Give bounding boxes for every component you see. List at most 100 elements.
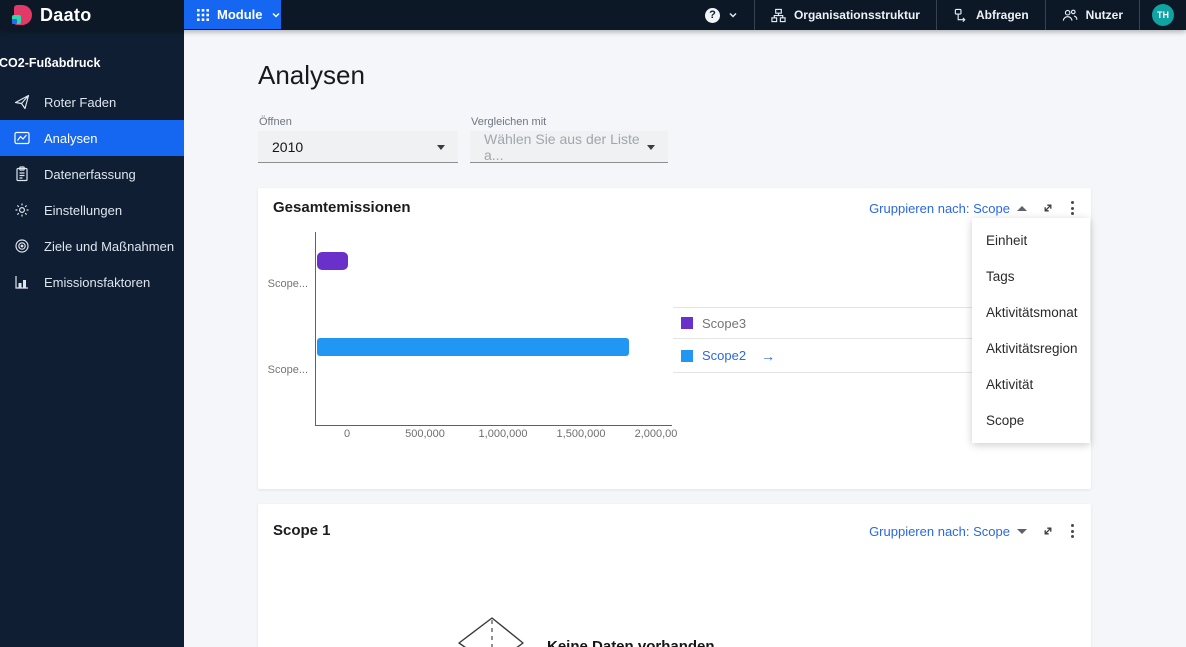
y-axis-label: Scope... — [267, 278, 308, 290]
chevron-up-icon — [1017, 205, 1027, 211]
x-axis-tick: 500,000 — [405, 428, 445, 440]
bar-chart-icon — [15, 276, 28, 289]
x-axis-tick: 0 — [343, 428, 351, 440]
group-by-dropdown[interactable]: Gruppieren nach: Scope — [869, 201, 1027, 216]
chevron-down-icon — [647, 145, 655, 150]
chart-y-axis — [315, 232, 316, 425]
nav-label: Organisationsstruktur — [793, 8, 920, 22]
user-avatar[interactable]: TH — [1152, 4, 1174, 26]
open-filter-label: Öffnen — [259, 116, 292, 128]
card-title: Scope 1 — [273, 522, 331, 539]
open-filter-value: 2010 — [272, 138, 304, 155]
sidebar-item-label: Roter Faden — [44, 94, 117, 110]
topbar-divider — [1139, 0, 1140, 30]
topbar-divider — [1044, 0, 1046, 30]
kebab-menu-icon[interactable] — [1069, 522, 1076, 540]
sidebar-item-emissionsfaktoren[interactable]: Emissionsfaktoren — [0, 264, 184, 300]
line-chart-icon — [14, 131, 30, 145]
open-filter-select[interactable]: 2010 — [258, 131, 458, 163]
sidebar: CO2-Fußabdruck Roter Faden Analysen — [0, 30, 184, 647]
menu-item-tags[interactable]: Tags — [986, 268, 1015, 284]
card-title: Gesamtemissionen — [273, 199, 411, 216]
sidebar-item-label: Emissionsfaktoren — [44, 274, 151, 290]
card-controls: Gruppieren nach: Scope — [869, 199, 1076, 217]
topbar-divider — [753, 0, 755, 30]
drilldown-arrow-icon[interactable]: → — [761, 347, 776, 364]
nav-abfragen[interactable]: Abfragen — [937, 0, 1045, 30]
chevron-down-icon — [1017, 528, 1027, 534]
target-icon — [15, 239, 29, 253]
card-scope1: Scope 1 Gruppieren nach: Scope — [258, 504, 1091, 647]
compare-filter-select[interactable]: Wählen Sie aus der Liste a... — [470, 131, 668, 163]
chevron-down-icon — [271, 12, 280, 18]
topbar-divider — [935, 0, 937, 30]
grid-icon — [197, 8, 209, 21]
empty-state: Keine Daten vorhanden — [455, 608, 715, 647]
legend-item-scope3[interactable]: Scope3 — [673, 307, 1067, 338]
card-controls: Gruppieren nach: Scope — [869, 522, 1076, 540]
x-axis-tick: 1,000,000 — [478, 428, 528, 440]
sidebar-item-analysen[interactable]: Analysen — [0, 120, 184, 156]
empty-state-text: Keine Daten vorhanden — [547, 638, 715, 647]
menu-item-aktivitaetsmonat[interactable]: Aktivitätsmonat — [986, 304, 1078, 320]
x-axis-tick: 1,500,000 — [556, 428, 606, 440]
kebab-menu-icon[interactable] — [1069, 199, 1076, 217]
help-icon: ? — [704, 7, 720, 23]
sidebar-item-label: Ziele und Maßnahmen — [44, 238, 175, 254]
module-menu-button[interactable]: Module — [184, 0, 281, 29]
top-bar: Daato Module ? — [0, 0, 1186, 30]
sidebar-item-label: Einstellungen — [44, 202, 123, 218]
help-menu-button[interactable]: ? — [689, 0, 754, 30]
org-structure-icon — [771, 8, 786, 22]
sidebar-item-einstellungen[interactable]: Einstellungen — [0, 192, 184, 228]
sidebar-item-label: Datenerfassung — [44, 166, 136, 182]
expand-icon[interactable] — [1041, 201, 1055, 215]
group-by-label: Gruppieren nach: Scope — [869, 200, 1010, 216]
menu-item-einheit[interactable]: Einheit — [986, 232, 1028, 248]
sidebar-item-roter-faden[interactable]: Roter Faden — [0, 84, 184, 120]
users-icon — [1062, 9, 1078, 21]
legend-swatch-scope3 — [681, 317, 693, 329]
clipboard-icon — [16, 166, 28, 182]
nav-organisationsstruktur[interactable]: Organisationsstruktur — [755, 0, 936, 30]
chart-legend: Scope3 Scope2 → — [673, 307, 1067, 373]
menu-item-aktivitaetsregion[interactable]: Aktivitätsregion — [986, 340, 1078, 356]
sidebar-section-title: CO2-Fußabdruck — [0, 56, 101, 70]
legend-label: Scope3 — [702, 315, 747, 331]
group-by-menu: Einheit Tags Aktivitätsmonat Aktivitätsr… — [972, 218, 1090, 443]
chart-x-axis — [315, 425, 672, 426]
expand-icon[interactable] — [1041, 524, 1055, 538]
nav-label: Nutzer — [1085, 8, 1123, 22]
card-gesamtemissionen: Gesamtemissionen Gruppieren nach: Scope … — [258, 188, 1091, 489]
group-by-dropdown[interactable]: Gruppieren nach: Scope — [869, 524, 1027, 539]
paper-plane-icon — [14, 94, 30, 110]
brand-name: Daato — [40, 5, 92, 25]
topbar-right-group: ? Organisationsstruktur — [689, 0, 1186, 30]
bar-scope2[interactable] — [317, 338, 629, 356]
page-title: Analysen — [258, 60, 365, 90]
gear-icon — [15, 203, 29, 217]
bar-scope3[interactable] — [317, 252, 348, 270]
group-by-label: Gruppieren nach: Scope — [869, 523, 1010, 539]
chevron-down-icon — [729, 13, 737, 18]
module-label: Module — [217, 7, 263, 22]
daato-logo-icon[interactable] — [12, 4, 34, 26]
menu-item-aktivitaet[interactable]: Aktivität — [986, 376, 1034, 392]
legend-swatch-scope2 — [681, 349, 693, 362]
sidebar-item-datenerfassung[interactable]: Datenerfassung — [0, 156, 184, 192]
nav-nutzer[interactable]: Nutzer — [1046, 0, 1139, 30]
menu-item-scope[interactable]: Scope — [986, 412, 1025, 428]
sidebar-item-label: Analysen — [44, 130, 98, 146]
compare-filter-label: Vergleichen mit — [471, 116, 547, 128]
sidebar-item-ziele-und-massnahmen[interactable]: Ziele und Maßnahmen — [0, 228, 184, 264]
queries-icon — [954, 8, 966, 22]
chevron-down-icon — [437, 145, 445, 150]
empty-box-icon — [458, 617, 524, 647]
legend-label: Scope2 — [702, 348, 747, 363]
x-axis-tick: 2,000,00 — [634, 428, 678, 440]
nav-label: Abfragen — [975, 8, 1029, 22]
y-axis-label: Scope... — [267, 364, 308, 376]
legend-item-scope2[interactable]: Scope2 → — [673, 338, 1067, 373]
compare-filter-placeholder: Wählen Sie aus der Liste a... — [484, 130, 640, 163]
